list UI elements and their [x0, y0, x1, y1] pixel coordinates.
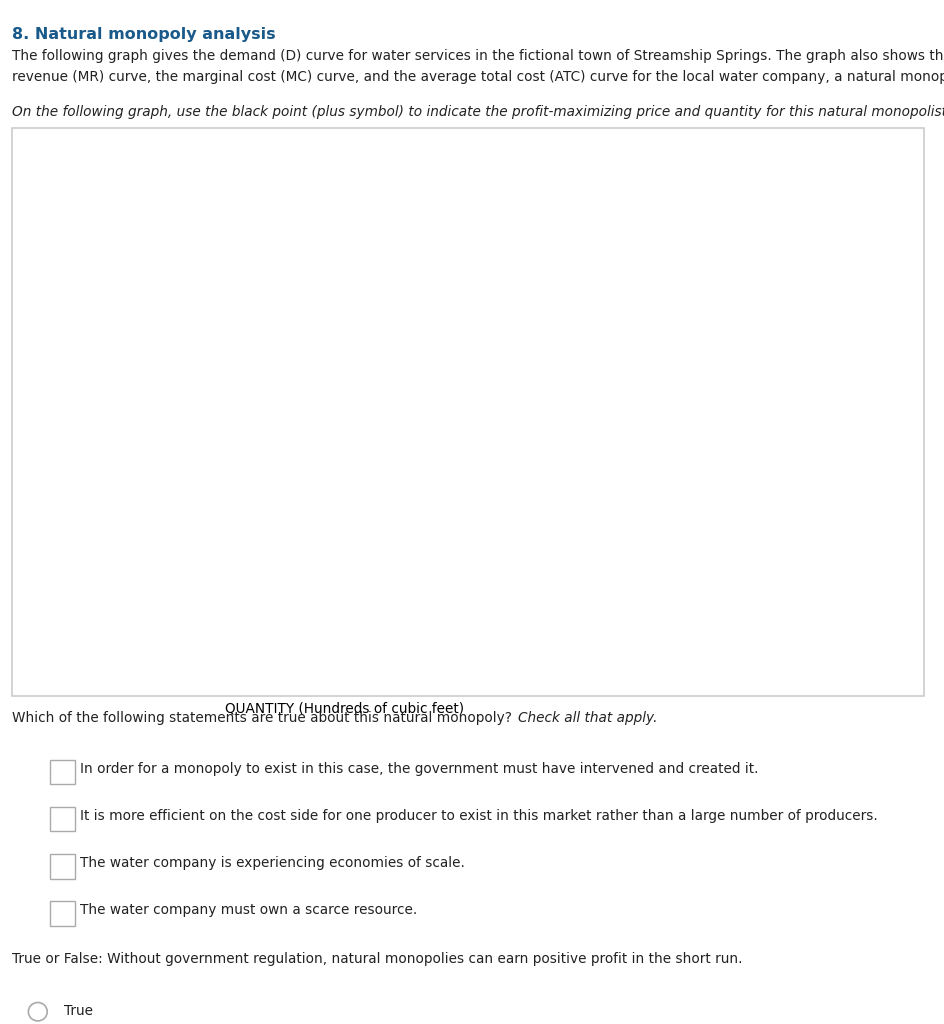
Text: ATC: ATC	[527, 481, 553, 496]
Y-axis label: PRICE (Dollars per hundred cubic feet): PRICE (Dollars per hundred cubic feet)	[33, 286, 47, 549]
Text: 8. Natural monopoly analysis: 8. Natural monopoly analysis	[12, 27, 276, 42]
Text: revenue (MR) curve, the marginal cost (MC) curve, and the average total cost (AT: revenue (MR) curve, the marginal cost (M…	[12, 70, 944, 84]
Text: The water company must own a scarce resource.: The water company must own a scarce reso…	[80, 903, 417, 918]
Text: It is more efficient on the cost side for one producer to exist in this market r: It is more efficient on the cost side fo…	[80, 809, 877, 823]
Text: Check all that apply.: Check all that apply.	[517, 711, 657, 725]
Text: MC: MC	[527, 502, 548, 516]
Text: True: True	[64, 1004, 93, 1018]
Text: Monopoly Outcome: Monopoly Outcome	[673, 318, 807, 333]
Text: The following graph gives the demand (D) curve for water services in the fiction: The following graph gives the demand (D)…	[12, 49, 944, 63]
Text: Which of the following statements are true about this natural monopoly?: Which of the following statements are tr…	[12, 711, 516, 725]
Text: D: D	[585, 642, 596, 656]
Text: ?: ?	[860, 184, 869, 200]
Text: True or False: Without government regulation, natural monopolies can earn positi: True or False: Without government regula…	[12, 952, 742, 967]
Text: The water company is experiencing economies of scale.: The water company is experiencing econom…	[80, 856, 464, 870]
Text: In order for a monopoly to exist in this case, the government must have interven: In order for a monopoly to exist in this…	[80, 762, 758, 776]
Text: On the following graph, use the black point (plus symbol) to indicate the profit: On the following graph, use the black po…	[12, 105, 944, 120]
Text: MR: MR	[326, 639, 347, 652]
X-axis label: QUANTITY (Hundreds of cubic feet): QUANTITY (Hundreds of cubic feet)	[225, 701, 464, 715]
